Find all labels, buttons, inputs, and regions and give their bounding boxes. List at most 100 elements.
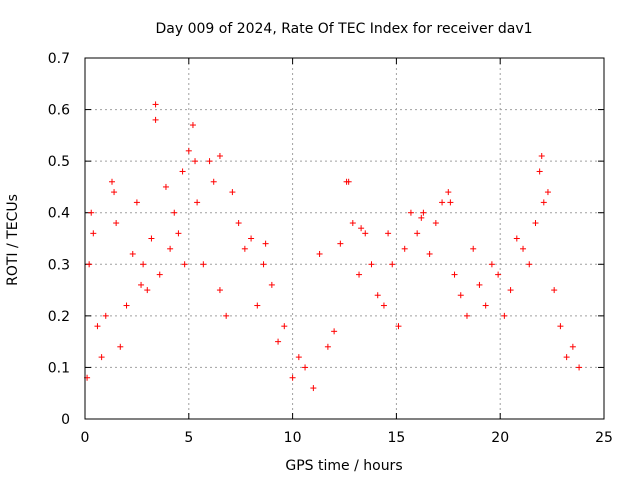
data-point bbox=[181, 261, 188, 268]
data-point bbox=[235, 220, 242, 227]
data-point bbox=[337, 240, 344, 247]
chart-title: Day 009 of 2024, Rate Of TEC Index for r… bbox=[155, 21, 532, 37]
y-tick-label: 0.3 bbox=[48, 257, 70, 273]
data-point bbox=[557, 323, 564, 330]
data-point bbox=[476, 281, 483, 288]
data-point bbox=[426, 250, 433, 257]
data-point bbox=[532, 220, 539, 227]
data-point bbox=[488, 261, 495, 268]
data-point bbox=[167, 245, 174, 252]
y-tick-label: 0.1 bbox=[48, 360, 70, 376]
data-point bbox=[98, 354, 105, 361]
data-point bbox=[432, 220, 439, 227]
data-point bbox=[241, 245, 248, 252]
data-point bbox=[401, 245, 408, 252]
x-tick-label: 25 bbox=[595, 430, 613, 446]
data-point bbox=[275, 338, 282, 345]
data-point bbox=[148, 235, 155, 242]
data-point bbox=[295, 354, 302, 361]
data-point bbox=[179, 168, 186, 175]
data-point bbox=[192, 158, 199, 165]
data-point bbox=[175, 230, 182, 237]
data-point bbox=[185, 147, 192, 154]
data-point bbox=[544, 189, 551, 196]
data-point bbox=[123, 302, 130, 309]
x-axis-label: GPS time / hours bbox=[285, 458, 402, 474]
plot-frame bbox=[84, 57, 605, 420]
data-point bbox=[385, 230, 392, 237]
y-tick-label: 0.6 bbox=[48, 103, 70, 119]
data-point bbox=[526, 261, 533, 268]
data-point bbox=[156, 271, 163, 278]
data-point bbox=[229, 189, 236, 196]
data-point bbox=[418, 214, 425, 221]
data-point bbox=[457, 292, 464, 299]
data-points bbox=[84, 101, 583, 392]
data-point bbox=[576, 364, 583, 371]
data-point bbox=[216, 152, 223, 159]
data-point bbox=[289, 374, 296, 381]
data-point bbox=[260, 261, 267, 268]
data-point bbox=[507, 287, 514, 294]
data-point bbox=[88, 209, 95, 216]
data-point bbox=[171, 209, 178, 216]
data-point bbox=[117, 343, 124, 350]
data-point bbox=[356, 271, 363, 278]
x-tick-label: 5 bbox=[184, 430, 193, 446]
data-point bbox=[254, 302, 261, 309]
data-point bbox=[111, 189, 118, 196]
data-point bbox=[281, 323, 288, 330]
data-point bbox=[140, 261, 147, 268]
data-point bbox=[395, 323, 402, 330]
data-point bbox=[144, 287, 151, 294]
data-point bbox=[133, 199, 140, 206]
y-tick-label: 0.7 bbox=[48, 51, 70, 67]
data-point bbox=[447, 199, 454, 206]
data-point bbox=[310, 385, 317, 392]
data-point bbox=[324, 343, 331, 350]
data-point bbox=[551, 287, 558, 294]
x-tick-label: 10 bbox=[284, 430, 302, 446]
data-point bbox=[152, 101, 159, 108]
data-point bbox=[540, 199, 547, 206]
data-point bbox=[216, 287, 223, 294]
data-point bbox=[349, 220, 356, 227]
data-point bbox=[538, 152, 545, 159]
data-point bbox=[316, 250, 323, 257]
grid bbox=[85, 58, 604, 419]
data-point bbox=[345, 178, 352, 185]
data-point bbox=[162, 183, 169, 190]
data-point bbox=[331, 328, 338, 335]
data-point bbox=[501, 312, 508, 319]
data-point bbox=[420, 209, 427, 216]
y-axis-label: ROTI / TECUs bbox=[5, 194, 21, 286]
data-point bbox=[210, 178, 217, 185]
data-point bbox=[358, 225, 365, 232]
data-point bbox=[389, 261, 396, 268]
data-point bbox=[108, 178, 115, 185]
data-point bbox=[189, 122, 196, 129]
data-point bbox=[513, 235, 520, 242]
data-point bbox=[302, 364, 309, 371]
data-point bbox=[495, 271, 502, 278]
data-point bbox=[94, 323, 101, 330]
data-point bbox=[268, 281, 275, 288]
x-tick-label: 20 bbox=[491, 430, 509, 446]
data-point bbox=[194, 199, 201, 206]
data-point bbox=[206, 158, 213, 165]
data-point bbox=[262, 240, 269, 247]
data-point bbox=[380, 302, 387, 309]
data-point bbox=[223, 312, 230, 319]
data-point bbox=[86, 261, 93, 268]
data-point bbox=[129, 250, 136, 257]
data-point bbox=[90, 230, 97, 237]
data-point bbox=[569, 343, 576, 350]
data-point bbox=[482, 302, 489, 309]
data-point bbox=[362, 230, 369, 237]
data-point bbox=[102, 312, 109, 319]
data-point bbox=[248, 235, 255, 242]
data-point bbox=[563, 354, 570, 361]
data-point bbox=[536, 168, 543, 175]
y-tick-label: 0.2 bbox=[48, 309, 70, 325]
